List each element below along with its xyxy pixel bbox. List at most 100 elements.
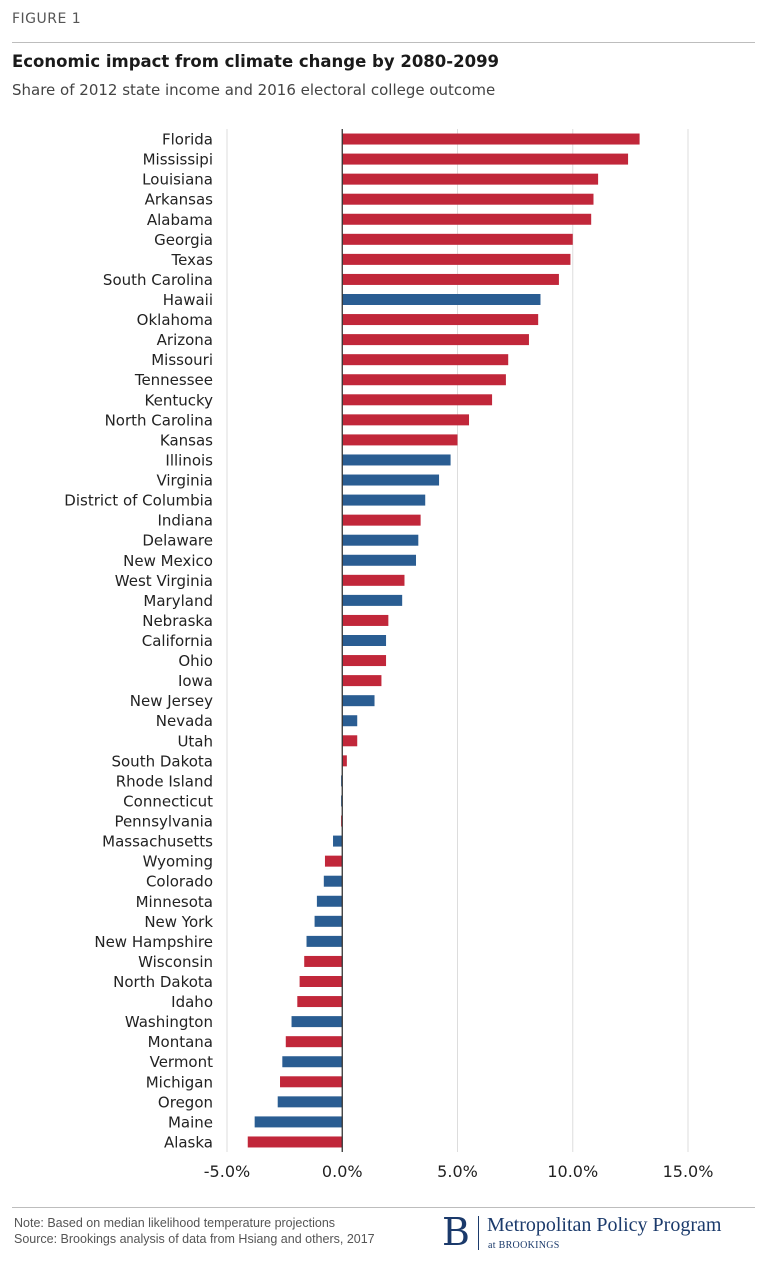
top-divider [12, 42, 755, 43]
bar-colorado [323, 875, 343, 887]
bar-minnesota [316, 895, 343, 907]
bar-montana [285, 1036, 343, 1048]
state-label: West Virginia [115, 572, 213, 590]
state-label: Utah [177, 732, 213, 750]
bar-michigan [280, 1076, 343, 1088]
state-label: Pennsylvania [114, 813, 213, 831]
state-label: Louisiana [142, 171, 213, 189]
bar-massachusetts [333, 835, 343, 847]
state-label: Vermont [150, 1053, 214, 1071]
state-label: Texas [171, 251, 214, 269]
bar-north-dakota [299, 976, 343, 987]
bar-delaware [342, 534, 419, 546]
state-label: Indiana [157, 512, 213, 530]
state-label: Maryland [143, 592, 213, 610]
bars [247, 133, 640, 1148]
bar-chart: Florida Mississipi Louisiana Arkansas Alabam… [64, 129, 714, 1181]
bar-vermont [282, 1056, 343, 1068]
state-label: Arkansas [145, 191, 214, 209]
bottom-divider [12, 1207, 755, 1208]
state-label: Massachusetts [102, 833, 213, 851]
state-label: New York [144, 913, 213, 931]
state-label: Ohio [178, 652, 213, 670]
state-label: Illinois [165, 451, 213, 469]
state-label: Minnesota [136, 893, 213, 911]
state-label: North Dakota [113, 973, 213, 991]
bar-idaho [297, 996, 343, 1008]
footnote: Note: Based on median likelihood tempera… [14, 1216, 414, 1247]
bar-tennessee [342, 374, 506, 386]
bar-california [342, 635, 387, 646]
state-label: Oregon [158, 1093, 213, 1111]
state-label: Washington [125, 1013, 213, 1031]
bar-kansas [342, 434, 458, 446]
state-labels: Florida Mississipi Louisiana Arkansas Alabam… [64, 131, 213, 1152]
state-label: Kentucky [145, 391, 214, 409]
bar-new-jersey [342, 695, 375, 707]
bar-new-mexico [342, 554, 417, 566]
state-label: Delaware [142, 532, 213, 550]
bar-alaska [247, 1136, 343, 1148]
bar-louisiana [342, 173, 599, 185]
note-text: Note: Based on median likelihood tempera… [14, 1216, 336, 1230]
state-label: Idaho [171, 993, 213, 1011]
state-label: Maine [168, 1113, 213, 1131]
state-label: Alabama [147, 211, 213, 229]
bar-alabama [342, 213, 592, 225]
state-label: Virginia [156, 472, 213, 490]
bar-west-virginia [342, 574, 405, 586]
state-label: Alaska [164, 1133, 213, 1151]
bar-georgia [342, 233, 573, 245]
bar-hawaii [342, 294, 541, 305]
state-label: North Carolina [105, 411, 213, 429]
state-label: Tennessee [134, 371, 213, 389]
bar-oregon [277, 1096, 343, 1108]
state-label: District of Columbia [64, 492, 213, 510]
brand-divider [478, 1216, 479, 1250]
bar-kentucky [342, 394, 493, 406]
bar-oklahoma [342, 314, 539, 326]
state-label: Oklahoma [137, 311, 213, 329]
state-label: Montana [148, 1033, 213, 1051]
bar-wisconsin [304, 955, 343, 967]
bar-maine [254, 1116, 343, 1128]
bar-iowa [342, 675, 382, 687]
bar-missouri [342, 354, 509, 366]
state-label: New Jersey [130, 692, 213, 710]
state-label: California [142, 632, 213, 650]
bar-indiana [342, 514, 421, 526]
x-tick-label: 15.0% [663, 1162, 714, 1181]
state-label: Hawaii [163, 291, 213, 309]
state-label: Nevada [156, 712, 213, 730]
bar-north-carolina [342, 414, 470, 426]
state-label: Nebraska [142, 612, 213, 630]
bar-mississipi [342, 153, 629, 165]
figure-label: FIGURE 1 [12, 11, 82, 27]
state-label: Missouri [151, 351, 213, 369]
state-label: Florida [162, 131, 213, 149]
x-tick-label: 10.0% [547, 1162, 598, 1181]
bar-nevada [342, 715, 358, 727]
state-label: New Mexico [123, 552, 213, 570]
chart-title: Economic impact from climate change by 2… [12, 52, 500, 71]
brand-name: Metropolitan Policy Program [487, 1214, 722, 1236]
x-tick-label: -5.0% [204, 1162, 250, 1181]
state-label: South Carolina [103, 271, 213, 289]
state-label: Iowa [178, 672, 213, 690]
x-axis-tick-labels: -5.0% 0.0% 5.0% 10.0% 15.0% [204, 1162, 714, 1181]
bar-south-carolina [342, 273, 559, 285]
brookings-logo: B Metropolitan Policy Program at BROOKIN… [442, 1211, 762, 1255]
state-label: Colorado [146, 873, 213, 891]
bar-utah [342, 735, 358, 747]
source-text: Source: Brookings analysis of data from … [14, 1231, 375, 1246]
state-label: Arizona [157, 331, 213, 349]
bar-district-of-columbia [342, 494, 426, 506]
state-label: South Dakota [111, 752, 213, 770]
state-label: Rhode Island [116, 772, 213, 790]
bar-illinois [342, 454, 451, 466]
state-label: Kansas [160, 431, 213, 449]
brand-subtitle: at BROOKINGS [488, 1240, 560, 1251]
state-label: Connecticut [123, 792, 213, 810]
chart-subtitle: Share of 2012 state income and 2016 elec… [12, 81, 496, 99]
bar-south-dakota [342, 755, 347, 767]
